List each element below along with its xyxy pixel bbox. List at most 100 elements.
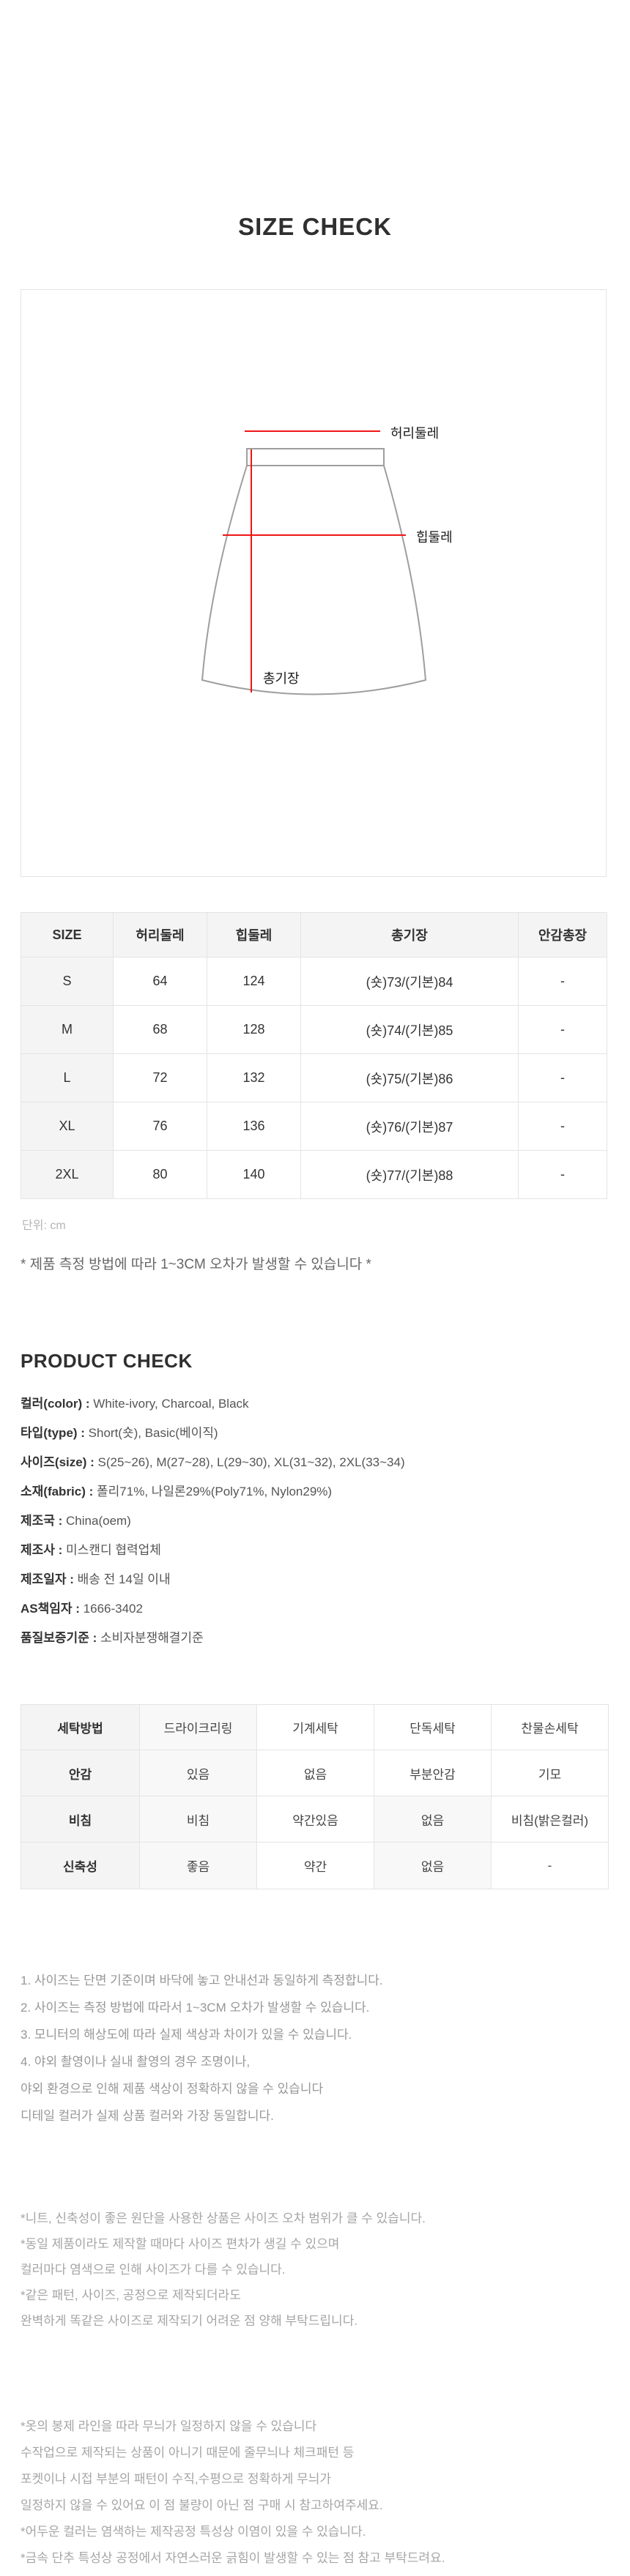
info-label: 제조일자 <box>21 1572 67 1586</box>
care-row-wash: 세탁방법 드라이크리링 기계세탁 단독세탁 찬물손세탁 <box>21 1704 609 1750</box>
size-table-header: 총기장 <box>300 912 519 957</box>
product-info-warranty: 품질보증기준 : 소비자분쟁해결기준 <box>21 1624 405 1653</box>
info-separator: : <box>85 1485 97 1498</box>
info-label: 컬러(color) <box>21 1397 83 1411</box>
size-cell: XL <box>21 1102 114 1151</box>
note-line: *같은 패턴, 사이즈, 공정으로 제작되더라도 <box>21 2288 241 2302</box>
size-cell: 80 <box>113 1150 207 1199</box>
note-line: 포켓이나 시접 부분의 패턴이 수직,수평으로 정확하게 무늬가 <box>21 2472 332 2486</box>
size-table-header-row: SIZE 허리둘레 힙둘레 총기장 안감총장 <box>21 912 607 957</box>
care-row-lining: 안감 있음 없음 부분안감 기모 <box>21 1750 609 1796</box>
info-separator: : <box>66 1572 78 1586</box>
info-separator: : <box>77 1426 89 1440</box>
note-line: 1. 사이즈는 단면 기준이며 바닥에 놓고 안내선과 동일하게 측정합니다. <box>21 1974 383 1987</box>
care-cell: 없음 <box>256 1750 374 1796</box>
info-label: 타입(type) <box>21 1426 78 1440</box>
note-line: *어두운 컬러는 염색하는 제작공정 특성상 이염이 있을 수 있습니다. <box>21 2525 366 2539</box>
care-cell: 없음 <box>374 1796 492 1843</box>
care-cell: 비침 <box>139 1796 257 1843</box>
size-cell: 132 <box>207 1053 301 1102</box>
pattern-dye-notes-block: *옷의 봉제 라인을 따라 무늬가 일정하지 않을 수 있습니다 수작업으로 제… <box>21 2413 445 2572</box>
care-cell: 기모 <box>491 1750 609 1796</box>
info-separator: : <box>54 1543 67 1557</box>
note-line: 4. 야외 촬영이나 실내 촬영의 경우 조명이나, <box>21 2055 251 2069</box>
size-cell: 64 <box>113 957 207 1006</box>
note-line: *동일 제품이라도 제작할 때마다 사이즈 편차가 생길 수 있으며 <box>21 2237 340 2251</box>
info-label: 품질보증기준 <box>21 1631 89 1645</box>
size-cell: L <box>21 1053 114 1102</box>
info-value: 폴리71%, 나일론29%(Poly71%, Nylon29%) <box>97 1485 333 1498</box>
size-cell: (숏)75/(기본)86 <box>300 1053 519 1102</box>
info-value: 미스캔디 협력업체 <box>66 1543 161 1557</box>
care-row-label: 비침 <box>21 1796 140 1843</box>
size-row-2xl: 2XL 80 140 (숏)77/(기본)88 - <box>21 1150 607 1199</box>
info-separator: : <box>72 1602 84 1616</box>
note-line: 디테일 컬러가 실제 상품 컬러와 가장 동일합니다. <box>21 2109 274 2123</box>
care-row-sheerness: 비침 비침 약간있음 없음 비침(밝은컬러) <box>21 1796 609 1843</box>
product-check-title: PRODUCT CHECK <box>21 1350 193 1372</box>
product-info-as-contact: AS책임자 : 1666-3402 <box>21 1594 405 1624</box>
care-cell: 약간 <box>256 1842 374 1889</box>
size-table-header: SIZE <box>21 912 114 957</box>
size-row-l: L 72 132 (숏)75/(기본)86 - <box>21 1053 607 1102</box>
size-table: SIZE 허리둘레 힙둘레 총기장 안감총장 S 64 124 (숏)73/(기… <box>21 912 607 1199</box>
info-separator: : <box>54 1514 67 1528</box>
size-table-header: 허리둘레 <box>113 912 207 957</box>
length-label: 총기장 <box>263 671 300 686</box>
note-line: *니트, 신축성이 좋은 원단을 사용한 상품은 사이즈 오차 범위가 클 수 … <box>21 2211 426 2225</box>
care-cell: 기계세탁 <box>256 1704 374 1750</box>
size-cell: 124 <box>207 957 301 1006</box>
info-value: 1666-3402 <box>83 1602 143 1616</box>
info-separator: : <box>89 1631 100 1645</box>
care-cell: 좋음 <box>139 1842 257 1889</box>
care-row-label: 안감 <box>21 1750 140 1796</box>
size-table-header: 힙둘레 <box>207 912 301 957</box>
note-line: 완벽하게 똑같은 사이즈로 제작되기 어려운 점 양해 부탁드립니다. <box>21 2314 358 2328</box>
info-label: 제조국 <box>21 1514 55 1528</box>
info-separator: : <box>86 1455 98 1469</box>
product-info-mfg-date: 제조일자 : 배송 전 14일 이내 <box>21 1565 405 1594</box>
size-variance-notes-block: *니트, 신축성이 좋은 원단을 사용한 상품은 사이즈 오차 범위가 클 수 … <box>21 2206 426 2334</box>
measurement-notes-block: 1. 사이즈는 단면 기준이며 바닥에 놓고 안내선과 동일하게 측정합니다. … <box>21 1967 383 2129</box>
care-cell: 찬물손세탁 <box>491 1704 609 1750</box>
size-cell: S <box>21 957 114 1006</box>
product-info-list: 컬러(color) : White-ivory, Charcoal, Black… <box>21 1389 405 1653</box>
size-row-s: S 64 124 (숏)73/(기본)84 - <box>21 957 607 1006</box>
size-row-m: M 68 128 (숏)74/(기본)85 - <box>21 1005 607 1054</box>
info-label: 소재(fabric) <box>21 1485 86 1498</box>
product-info-size: 사이즈(size) : S(25~26), M(27~28), L(29~30)… <box>21 1448 405 1477</box>
size-cell: 68 <box>113 1005 207 1054</box>
info-label: 제조사 <box>21 1543 55 1557</box>
care-cell: 없음 <box>374 1842 492 1889</box>
skirt-waistband-outline <box>246 448 385 466</box>
size-cell: (숏)73/(기본)84 <box>300 957 519 1006</box>
size-cell: 72 <box>113 1053 207 1102</box>
product-info-manufacturer: 제조사 : 미스캔디 협력업체 <box>21 1536 405 1565</box>
info-label: AS책임자 <box>21 1602 73 1616</box>
size-cell: - <box>518 1150 607 1199</box>
product-info-color: 컬러(color) : White-ivory, Charcoal, Black <box>21 1389 405 1419</box>
size-cell: 136 <box>207 1102 301 1151</box>
product-info-fabric: 소재(fabric) : 폴리71%, 나일론29%(Poly71%, Nylo… <box>21 1477 405 1507</box>
care-cell: 드라이크리링 <box>139 1704 257 1750</box>
info-value: S(25~26), M(27~28), L(29~30), XL(31~32),… <box>97 1455 405 1469</box>
note-line: 일정하지 않을 수 있어요 이 점 불량이 아닌 점 구매 시 참고하여주세요. <box>21 2498 383 2512</box>
info-value: China(oem) <box>66 1514 131 1528</box>
hip-label: 힙둘레 <box>416 530 453 545</box>
note-line: *금속 단추 특성상 공정에서 자연스러운 긁힘이 발생할 수 있는 점 참고 … <box>21 2551 445 2565</box>
skirt-body-outline <box>201 465 427 695</box>
size-cell: 76 <box>113 1102 207 1151</box>
skirt-diagram-illustration <box>201 430 427 695</box>
care-row-label: 신축성 <box>21 1842 140 1889</box>
product-info-type: 타입(type) : Short(숏), Basic(베이직) <box>21 1419 405 1448</box>
info-label: 사이즈(size) <box>21 1455 87 1469</box>
waist-label: 허리둘레 <box>390 426 440 441</box>
size-cell: (숏)77/(기본)88 <box>300 1150 519 1199</box>
care-cell: - <box>491 1842 609 1889</box>
product-info-origin: 제조국 : China(oem) <box>21 1507 405 1536</box>
care-cell: 비침(밝은컬러) <box>491 1796 609 1843</box>
care-row-label: 세탁방법 <box>21 1704 140 1750</box>
size-cell: - <box>518 957 607 1006</box>
care-cell: 약간있음 <box>256 1796 374 1843</box>
